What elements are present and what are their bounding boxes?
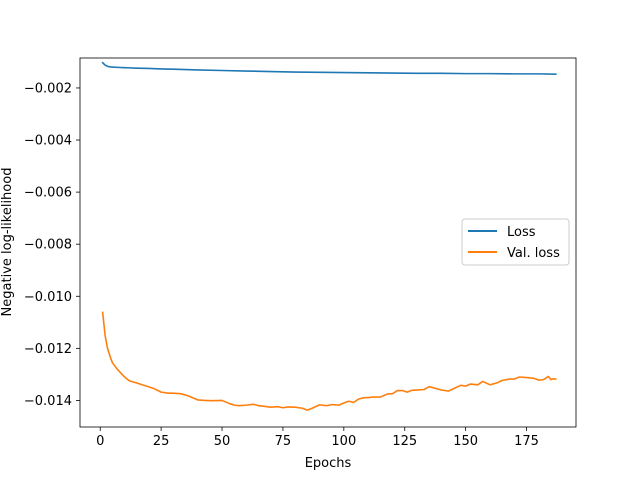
- y-tick-label: −0.002: [24, 81, 72, 96]
- y-tick-label: −0.004: [24, 134, 72, 149]
- x-tick-label: 25: [153, 434, 170, 449]
- legend-label-loss: Loss: [507, 225, 536, 240]
- x-tick-label: 125: [392, 434, 417, 449]
- x-axis-label: Epochs: [305, 456, 352, 471]
- plot-frame: [79, 57, 577, 428]
- y-tick-label: −0.014: [24, 394, 72, 409]
- series-line-loss: [101, 61, 557, 75]
- x-tick-label: 75: [275, 434, 292, 449]
- y-tick-label: −0.012: [24, 342, 72, 357]
- y-axis-label: Negative log-likelihood: [0, 168, 15, 317]
- x-tick-label: 0: [96, 434, 104, 449]
- legend-label-val-loss: Val. loss: [507, 246, 560, 261]
- y-tick-label: −0.008: [24, 238, 72, 253]
- x-tick-label: 150: [453, 434, 478, 449]
- y-axis-ticks: −0.002 −0.004 −0.006 −0.008 −0.010 −0.012 −0.0…: [24, 81, 80, 409]
- series-line-val-loss: [101, 311, 557, 411]
- x-tick-label: 175: [514, 434, 539, 449]
- series-layer: [101, 61, 557, 411]
- legend: Loss Val. loss: [461, 218, 570, 266]
- x-axis-ticks: 0 25 50 75 100 125 150 175: [96, 427, 539, 449]
- y-tick-label: −0.006: [24, 186, 72, 201]
- x-tick-label: 100: [331, 434, 356, 449]
- x-tick-label: 50: [214, 434, 231, 449]
- y-tick-label: −0.010: [24, 290, 72, 305]
